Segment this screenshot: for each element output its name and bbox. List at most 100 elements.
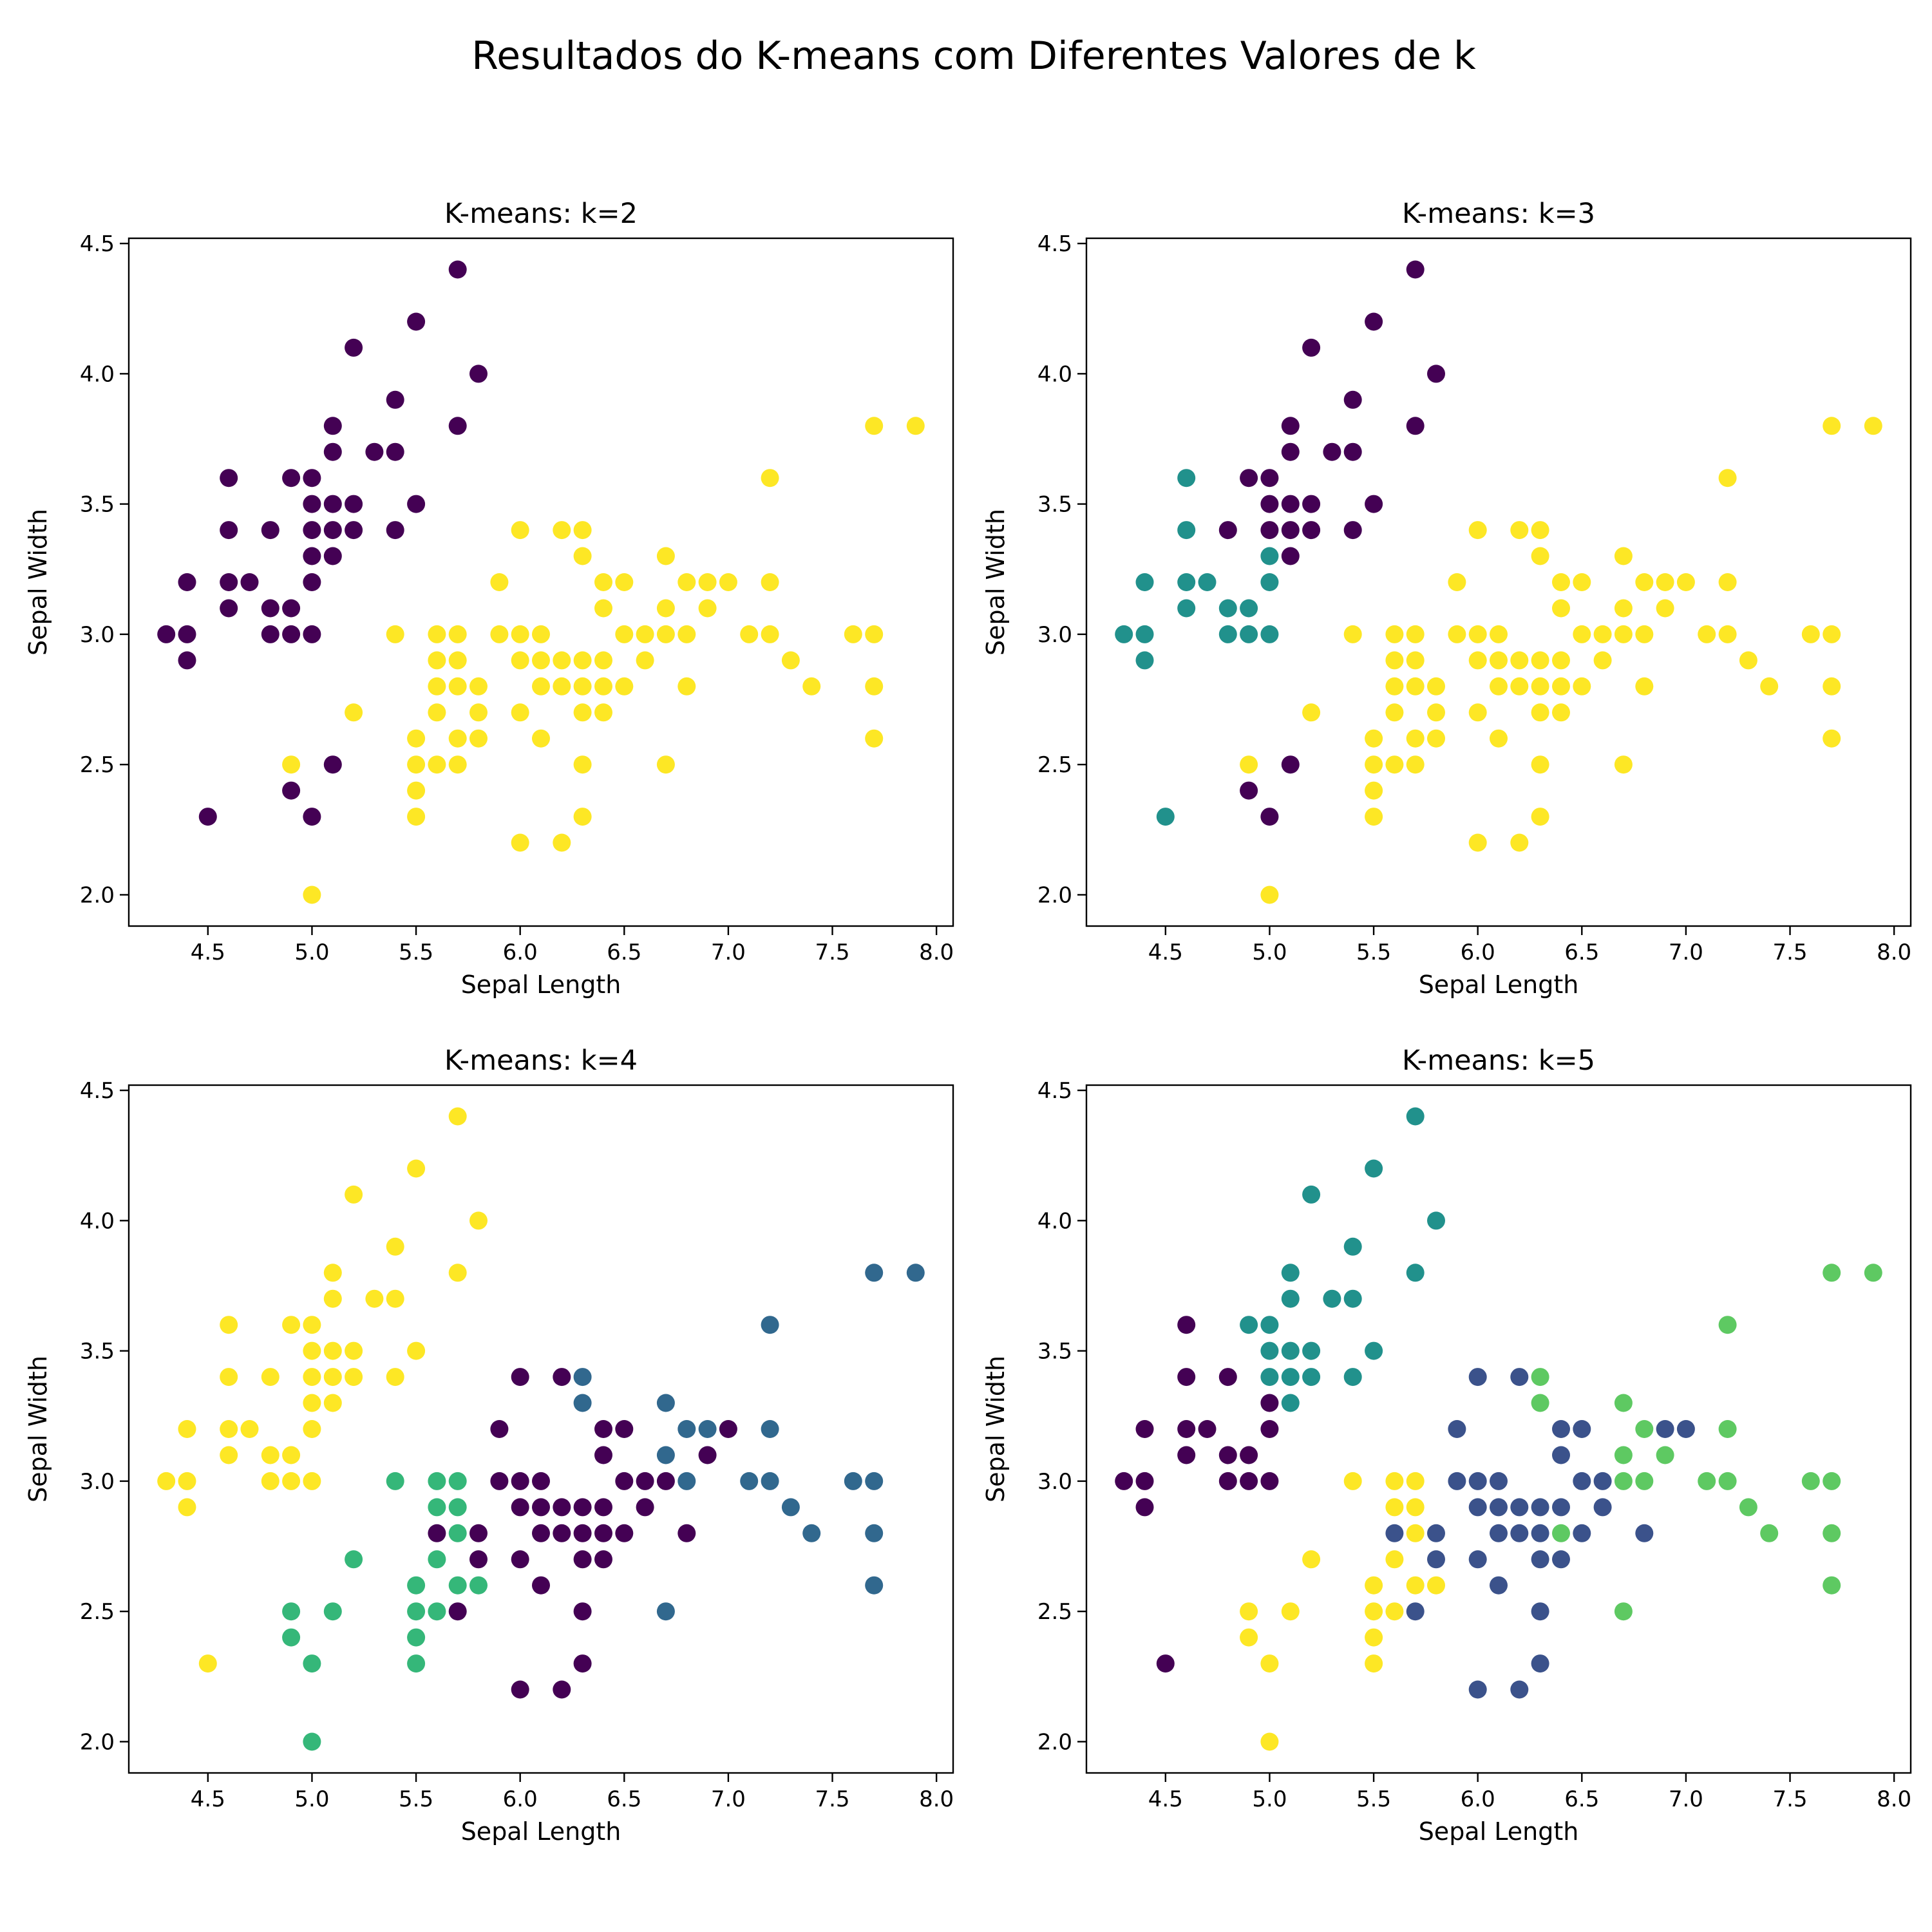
- panel-1-point-c2-20: [469, 703, 488, 722]
- panel-4-point-c5-13: [1718, 1420, 1737, 1438]
- panel-1-point-c2-3: [345, 703, 363, 722]
- panel-3-point-c1-9: [220, 1446, 238, 1464]
- panel-3-ytick-label-3: 3.0: [80, 1469, 115, 1495]
- panel-1-xtick-label-8: 8.0: [919, 940, 954, 965]
- panel-3-point-c1-35: [407, 1159, 426, 1178]
- panel-4-point-c4-9: [1468, 1498, 1487, 1517]
- panel-4-point-c3-17: [1406, 1498, 1425, 1517]
- panel-3-point-c3-4: [469, 1550, 488, 1569]
- panel-1-point-c2-57: [656, 755, 675, 774]
- panel-1-point-c2-18: [448, 755, 467, 774]
- panel-2-point-c2-6: [1177, 469, 1196, 488]
- panel-1: 4.5 5.0 5.5 6.0 6.5 7.0 7.5 8.0 2.0 2.5 3.0 3.5 4.0 4…: [24, 198, 954, 999]
- panel-2-ytick-label-3: 3.0: [1037, 622, 1072, 648]
- panel-4-point-c4-7: [1468, 1368, 1487, 1387]
- panel-1-point-c2-6: [407, 755, 426, 774]
- panel-4-point-c4-4: [1427, 1550, 1445, 1569]
- panel-3-ytick-label-5: 4.0: [80, 1208, 115, 1234]
- panel-2-point-c3-44: [1552, 573, 1570, 591]
- panel-1-point-c2-14: [448, 625, 467, 643]
- panel-3-xtick-label-5: 6.5: [607, 1786, 641, 1812]
- panel-1-point-c2-2: [303, 886, 321, 904]
- panel-3-point-c3-33: [636, 1472, 654, 1490]
- panel-3-point-c3-6: [490, 1472, 509, 1490]
- panel-2-xtick-label-4: 6.0: [1461, 940, 1495, 965]
- panel-1-point-c2-72: [865, 625, 884, 643]
- panel-4: 4.5 5.0 5.5 6.0 6.5 7.0 7.5 8.0 2.0 2.5 3.0 3.5 4.0 4…: [981, 1045, 1912, 1846]
- panel-3-point-c4-9: [740, 1472, 759, 1490]
- panel-2-point-c1-25: [1427, 365, 1445, 383]
- panel-1-point-c1-3: [178, 625, 196, 643]
- panel-1-point-c2-61: [698, 573, 717, 591]
- panel-4-point-c1-2: [1135, 1420, 1154, 1438]
- panel-1-point-c2-63: [719, 573, 737, 591]
- panel-1-title: K-means: k=2: [444, 198, 638, 230]
- panel-2-xtick-label-7: 7.5: [1772, 940, 1807, 965]
- panel-4-point-c3-14: [1385, 1550, 1404, 1569]
- panel-4-point-c4-34: [1635, 1524, 1654, 1542]
- panel-2-point-c2-9: [1177, 599, 1196, 618]
- panel-3-point-c3-16: [553, 1368, 571, 1387]
- panel-2-point-c2-4: [1135, 651, 1154, 670]
- panel-1-point-c1-40: [448, 260, 467, 279]
- panel-3-point-c2-17: [448, 1498, 467, 1517]
- panel-2-point-c2-14: [1240, 625, 1258, 643]
- panel-2-axes-frame: [1085, 237, 1912, 927]
- panel-1-xtick-label-6: 7.0: [711, 940, 746, 965]
- panel-2-point-c3-61: [1656, 573, 1674, 591]
- panel-4-point-c2-11: [1302, 1341, 1321, 1360]
- panel-2-point-c3-24: [1468, 521, 1487, 540]
- panel-4-ytick-label-1: 2.0: [1037, 1729, 1072, 1755]
- panel-1-point-c2-32: [532, 729, 550, 748]
- panel-1-point-c2-74: [865, 729, 884, 748]
- panel-2-point-c3-68: [1739, 651, 1757, 670]
- panel-2-point-c2-5: [1156, 808, 1175, 826]
- panel-3-ytick-label-6: 4.5: [80, 1078, 115, 1104]
- panel-2-point-c3-6: [1365, 755, 1383, 774]
- panel-4-point-c4-24: [1531, 1654, 1549, 1673]
- panel-3-point-c1-13: [261, 1472, 279, 1490]
- panel-3-point-c1-22: [303, 1472, 321, 1490]
- panel-1-point-c1-30: [323, 755, 342, 774]
- panel-1-xtick-label-1: 4.5: [191, 940, 225, 965]
- panel-1-point-c2-17: [448, 729, 467, 748]
- panel-2-point-c3-15: [1406, 651, 1425, 670]
- panel-1-xtick-label-5: 6.5: [607, 940, 641, 965]
- panel-4-point-c2-20: [1406, 1264, 1425, 1282]
- panel-1-point-c2-25: [511, 625, 529, 643]
- panel-4-point-c5-20: [1823, 1524, 1841, 1542]
- panel-3-point-c3-30: [615, 1420, 634, 1438]
- panel-2-point-c3-21: [1427, 729, 1445, 748]
- panel-3-point-c1-11: [261, 1368, 279, 1387]
- panel-2-point-c3-63: [1676, 573, 1695, 591]
- panel-4-point-c5-14: [1718, 1472, 1737, 1490]
- panel-3-point-c2-2: [282, 1628, 301, 1647]
- panel-4-point-c3-6: [1302, 1550, 1321, 1569]
- panel-4-point-c4-35: [1656, 1420, 1674, 1438]
- panel-4-point-c3-18: [1406, 1524, 1425, 1542]
- panel-1-ytick-label-4: 3.5: [80, 492, 115, 518]
- panel-3-point-c4-8: [698, 1420, 717, 1438]
- panel-2-point-c2-7: [1177, 521, 1196, 540]
- panel-2-point-c2-2: [1135, 573, 1154, 591]
- panel-4-point-c1-3: [1135, 1472, 1154, 1490]
- panel-2-point-c1-2: [1240, 469, 1258, 488]
- panel-4-xtick-label-1: 4.5: [1148, 1786, 1183, 1812]
- panel-1-point-c2-54: [656, 547, 675, 565]
- panel-2-point-c3-8: [1365, 808, 1383, 826]
- panel-4-point-c4-27: [1552, 1498, 1570, 1517]
- panel-3-point-c4-16: [865, 1264, 884, 1282]
- subplot-grid: 4.5 5.0 5.5 6.0 6.5 7.0 7.5 8.0 2.0 2.5 3.0 3.5 4.0 4…: [24, 198, 1912, 1846]
- panel-1-point-c1-36: [386, 442, 404, 461]
- panel-1-point-c1-24: [303, 808, 321, 826]
- panel-1-xlabel: Sepal Length: [461, 971, 621, 999]
- panel-4-ytick-label-6: 4.5: [1037, 1078, 1072, 1104]
- panel-2-point-c3-47: [1552, 677, 1570, 696]
- panel-3-point-c1-29: [345, 1341, 363, 1360]
- panel-2-xtick-label-3: 5.5: [1356, 940, 1391, 965]
- panel-1-point-c1-31: [345, 338, 363, 357]
- panel-3-point-c1-8: [220, 1420, 238, 1438]
- panel-2-point-c3-54: [1614, 547, 1633, 565]
- panel-4-point-c5-1: [1531, 1368, 1549, 1387]
- panel-3-point-c2-15: [428, 1602, 446, 1621]
